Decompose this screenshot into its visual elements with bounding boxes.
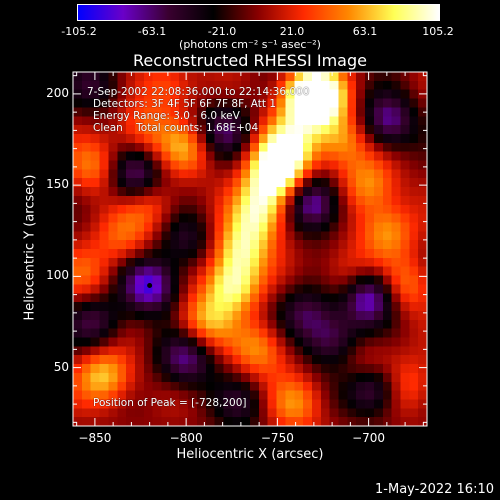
y-tick-label: 150 (46, 177, 69, 192)
x-tick-label: −800 (169, 431, 203, 445)
date-stamp: 1-May-2022 16:10 (375, 482, 494, 497)
colorbar-tick: -63.1 (137, 25, 167, 38)
y-axis-label: Heliocentric Y (arcsec) (22, 174, 38, 321)
colorbar-tick: 63.1 (352, 25, 378, 38)
annotation-peak: Position of Peak = [-728,200] (93, 397, 247, 409)
annotation-method: Clean Total counts: 1.68E+04 (93, 122, 259, 134)
colorbar-tick: 105.2 (422, 25, 454, 38)
plot-frame (72, 71, 428, 427)
annotation-energy: Energy Range: 3.0 - 6.0 keV (93, 110, 240, 122)
x-tick-label: −700 (352, 431, 386, 445)
plot-axes (72, 71, 428, 427)
y-tick-label: 50 (53, 359, 69, 374)
x-axis-label: Heliocentric X (arcsec) (176, 447, 324, 462)
plot-area: 7-Sep-2002 22:08:36.000 to 22:14:36.000 … (72, 71, 428, 427)
x-tick-label: −750 (260, 431, 294, 445)
peak-marker (147, 282, 153, 288)
colorbar (77, 4, 440, 21)
heatmap-image (73, 72, 427, 426)
x-tick-label: −850 (78, 431, 112, 445)
chart-title: Reconstructed RHESSI Image (133, 51, 367, 70)
colorbar-tick: -21.0 (207, 25, 237, 38)
annotation-time-range: 7-Sep-2002 22:08:36.000 to 22:14:36.000 (87, 86, 310, 98)
y-tick-label: 200 (46, 85, 69, 100)
colorbar-tick: 21.0 (279, 25, 305, 38)
colorbar-unit-label: (photons cm⁻² s⁻¹ asec⁻²) (179, 38, 321, 51)
y-tick-label: 100 (46, 268, 69, 283)
colorbar-tick: -105.2 (61, 25, 97, 38)
annotation-detectors: Detectors: 3F 4F 5F 6F 7F 8F, Att 1 (93, 98, 277, 110)
